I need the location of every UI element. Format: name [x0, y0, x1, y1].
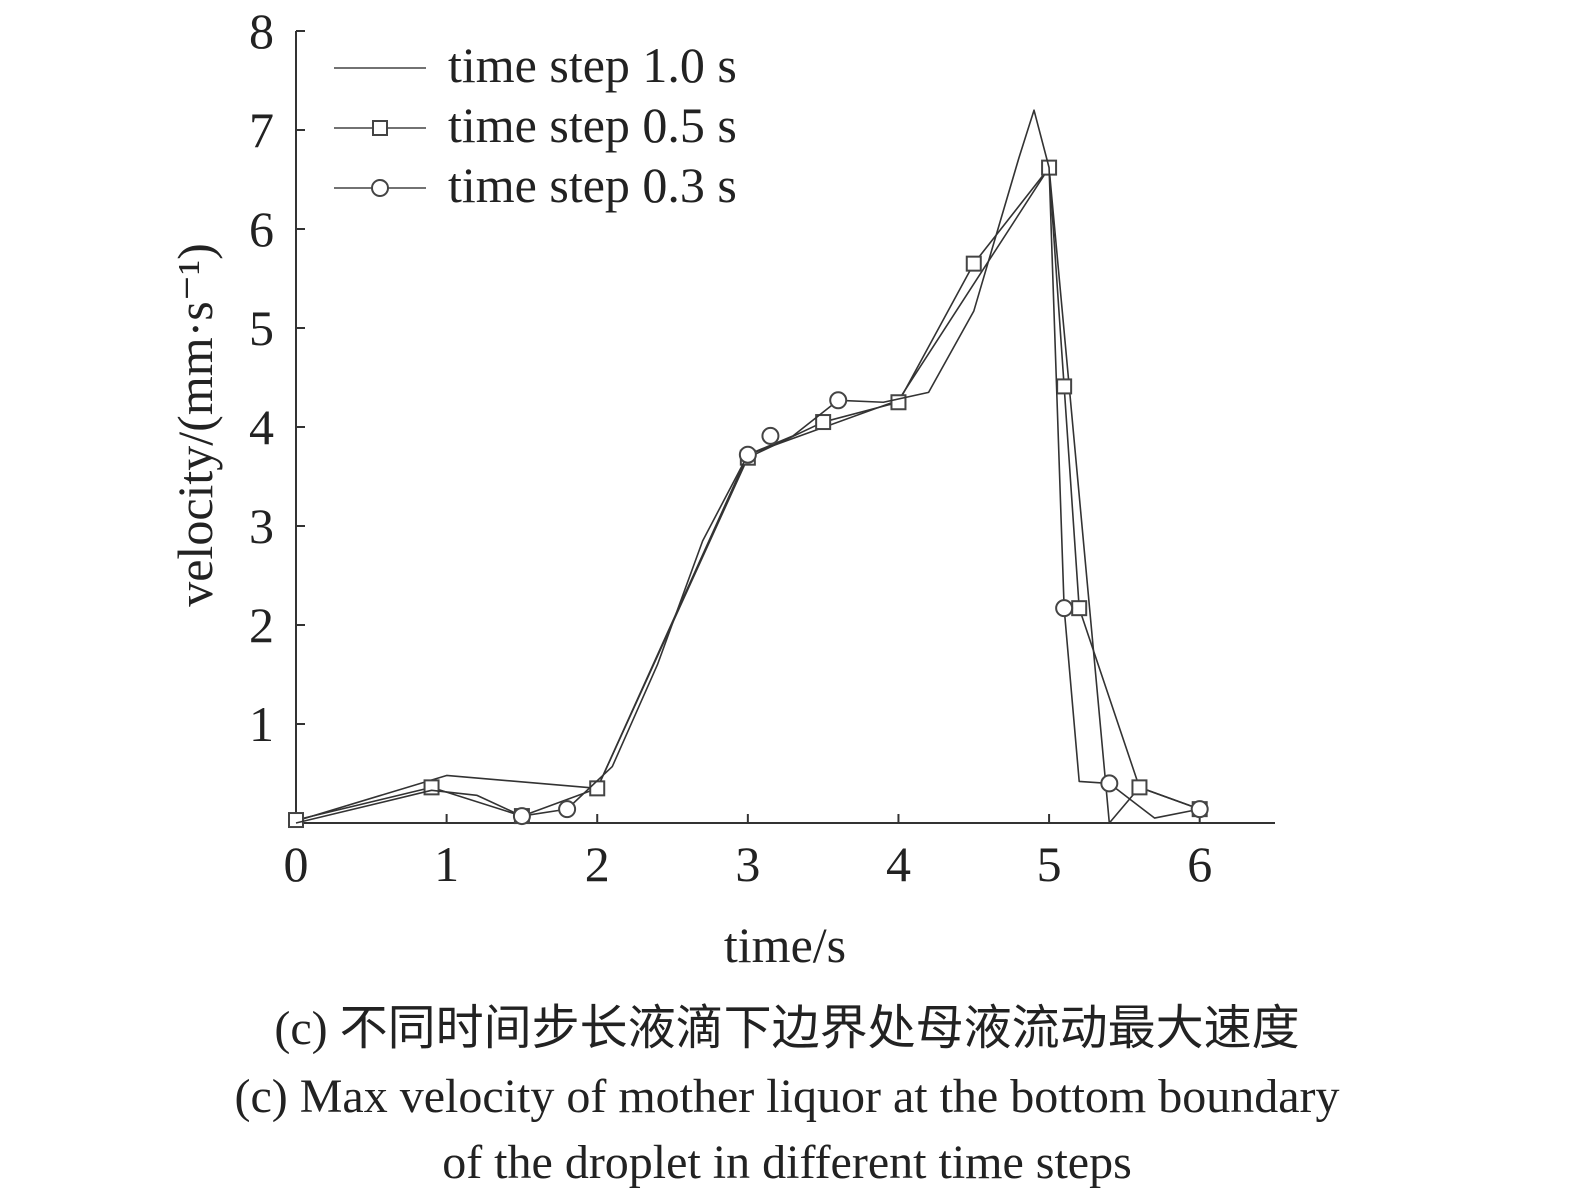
legend-entry-1: time step 1.0 s: [334, 37, 737, 93]
data-point-circle: [1100, 774, 1119, 793]
x-tick-label: 1: [434, 836, 459, 892]
data-point-square: [1131, 779, 1148, 796]
data-point-circle: [1190, 800, 1209, 819]
series-line-3: [295, 109, 1200, 824]
plot-series: [288, 109, 1209, 829]
series-line-1: [295, 166, 1200, 824]
data-point-circle: [512, 807, 531, 826]
x-axis-title: time/s: [724, 917, 846, 973]
y-tick-label: 4: [249, 399, 274, 455]
caption-chinese: (c) 不同时间步长液滴下边界处母液流动最大速度: [274, 1002, 1299, 1055]
legend-marker-square: [372, 120, 388, 136]
x-tick-label: 2: [585, 836, 610, 892]
data-point-square: [288, 812, 304, 829]
data-point-circle: [829, 391, 848, 410]
series-3: [295, 109, 1209, 826]
data-point-square: [1071, 600, 1088, 617]
legend-label: time step 0.3 s: [448, 157, 737, 213]
x-tick-label: 5: [1037, 836, 1062, 892]
data-point-circle: [1055, 599, 1074, 618]
y-tick-label: 8: [249, 3, 274, 59]
data-point-square: [589, 780, 606, 797]
x-ticks: 0 1 2 3 4 5 6: [284, 814, 1212, 892]
legend-label: time step 1.0 s: [448, 37, 737, 93]
x-tick-label: 0: [284, 836, 309, 892]
data-point-highlight: [761, 426, 780, 445]
y-tick-label: 2: [249, 597, 274, 653]
y-tick-label: 1: [249, 696, 274, 752]
y-ticks: 1 2 3 4 5 6 7 8: [249, 3, 305, 752]
caption-english-line1: (c) Max velocity of mother liquor at the…: [234, 1070, 1339, 1123]
legend-entry-3: time step 0.3 s: [334, 157, 737, 213]
y-tick-label: 3: [249, 498, 274, 554]
axes: 0 1 2 3 4 5 6 1 2 3 4 5 6 7 8: [249, 3, 1275, 892]
data-point-circle: [738, 445, 757, 464]
caption-english-line2: of the droplet in different time steps: [442, 1136, 1132, 1189]
x-tick-label: 4: [886, 836, 911, 892]
y-tick-label: 6: [249, 201, 274, 257]
series-2: [288, 159, 1208, 829]
data-point-square: [815, 414, 832, 431]
data-point-circle: [558, 800, 577, 819]
legend-label: time step 0.5 s: [448, 97, 737, 153]
series-1: [295, 166, 1200, 824]
x-tick-label: 6: [1187, 836, 1212, 892]
legend-entry-2: time step 0.5 s: [334, 97, 737, 153]
legend-marker-circle: [371, 179, 389, 197]
x-tick-label: 3: [735, 836, 760, 892]
data-point-square: [965, 255, 982, 272]
series-line-2: [295, 166, 1200, 821]
y-tick-label: 7: [249, 102, 274, 158]
y-tick-label: 5: [249, 300, 274, 356]
data-point-square: [1056, 378, 1073, 395]
y-axis-title: velocity/(mm·s⁻¹): [167, 243, 223, 607]
